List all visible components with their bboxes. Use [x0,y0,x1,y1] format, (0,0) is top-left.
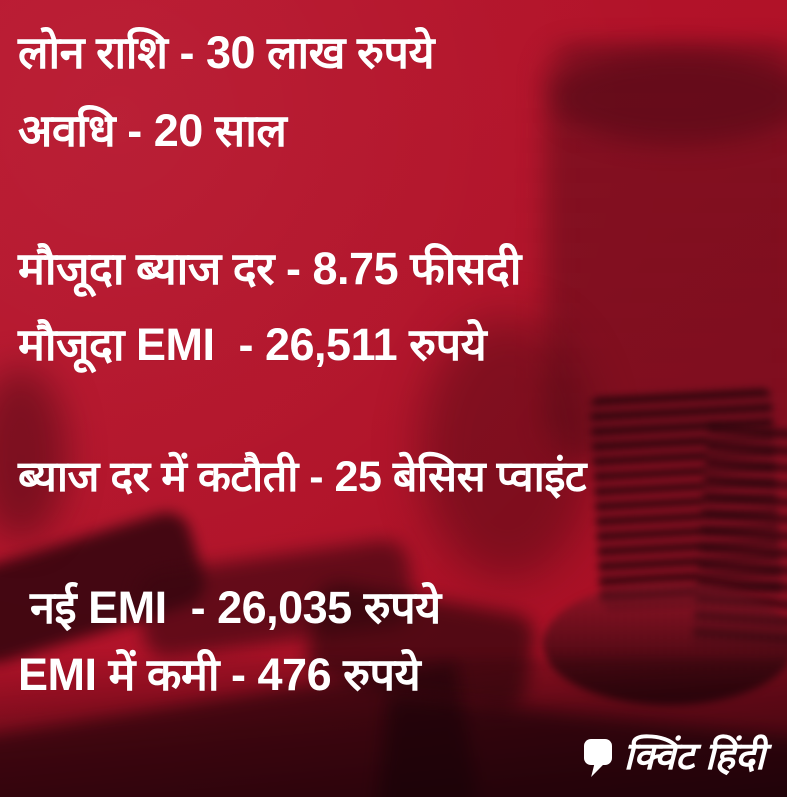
current-emi-text: मौजूदा EMI - 26,511 रुपये [18,319,487,370]
new-emi-text: नई EMI - 26,035 रुपये [30,582,441,633]
current-interest-rate-text: मौजूदा ब्याज दर - 8.75 फीसदी [18,243,521,294]
loan-amount-text: लोन राशि - 30 लाख रुपये [18,27,435,78]
logo-text: क्विंट हिंदी [623,736,765,778]
rate-cut-text: ब्याज दर में कटौती - 25 बेसिस प्वाइंट [18,453,587,501]
quint-hindi-logo: क्विंट हिंदी [583,733,765,781]
speech-bubble-icon [583,739,612,765]
emi-reduction-text: EMI में कमी - 476 रुपये [18,649,421,700]
coin-stack-top-face [553,52,787,144]
coin-blur-blob [420,318,595,580]
tenure-text: अवधि - 20 साल [18,105,287,156]
